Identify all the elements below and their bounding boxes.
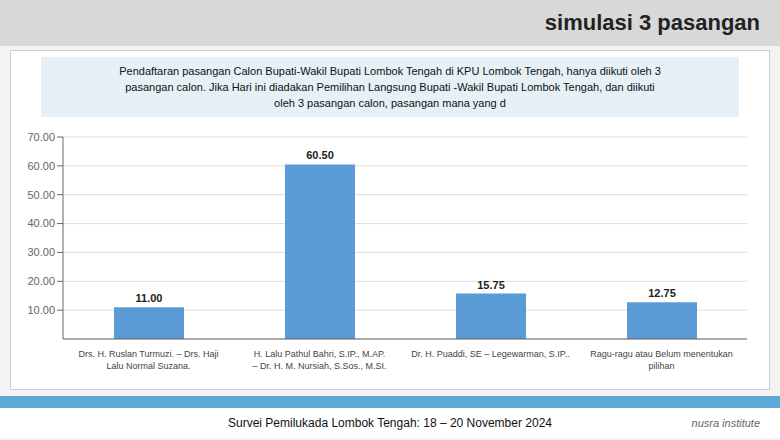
svg-text:60.50: 60.50	[306, 149, 334, 161]
svg-text:60.00: 60.00	[27, 160, 55, 172]
svg-text:15.75: 15.75	[477, 279, 505, 291]
html-text:oleh 3 pasangan calon, pasanga: oleh 3 pasangan calon, pasangan mana yan…	[274, 97, 506, 109]
svg-text:11.00: 11.00	[136, 292, 163, 304]
svg-text:70.00: 70.00	[27, 131, 55, 143]
svg-text:Drs. H. Ruslan Turmuzi. – Drs.: Drs. H. Ruslan Turmuzi. – Drs. HajiLalu …	[78, 349, 218, 371]
svg-text:10.00: 10.00	[27, 304, 55, 316]
svg-text:Dr. H. Puaddi, SE – Legewarma: Dr. H. Puaddi, SE – Legewarman, S.IP..	[411, 349, 569, 359]
svg-text:50.00: 50.00	[27, 189, 55, 201]
svg-text:Ragu-ragu atau Belum menentuka: Ragu-ragu atau Belum menentukanpilihan	[590, 349, 733, 371]
html-text:pasangan calon. Jika Hari ini: pasangan calon. Jika Hari ini diadakan P…	[125, 81, 655, 93]
html-text:simulasi 3 pasangan: simulasi 3 pasangan	[544, 10, 760, 35]
svg-text:40.00: 40.00	[27, 217, 55, 229]
svg-text:20.00: 20.00	[27, 275, 55, 287]
svg-text:12.75: 12.75	[648, 287, 676, 299]
svg-text:H. Lalu Pathul Bahri, S.IP., M: H. Lalu Pathul Bahri, S.IP., M.AP.– Dr. …	[252, 349, 386, 371]
html-text:Pendaftaran pasangan Calon Bup: Pendaftaran pasangan Calon Bupati-Wakil …	[119, 65, 661, 77]
svg-text:30.00: 30.00	[27, 246, 55, 258]
html-text:Survei Pemilukada Lombok Tenga: Survei Pemilukada Lombok Tengah: 18 – 20…	[228, 416, 552, 430]
html-text:nusra institute: nusra institute	[691, 417, 760, 429]
